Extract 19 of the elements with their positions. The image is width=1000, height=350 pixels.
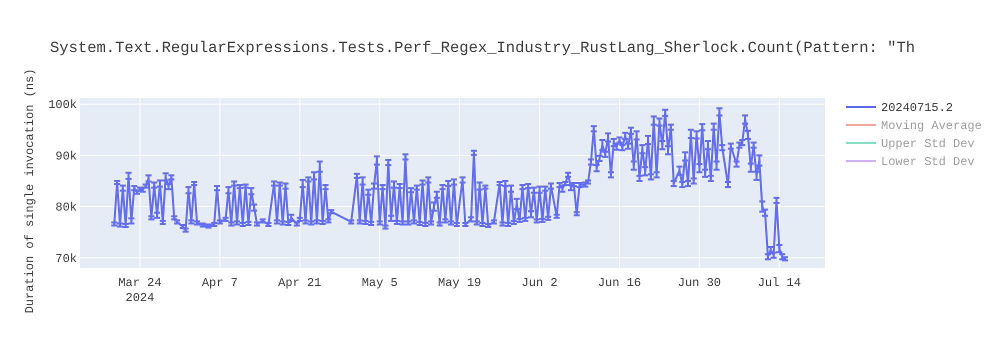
x-tick-label: Jun 16 bbox=[598, 276, 642, 290]
y-tick-label: 70k bbox=[55, 252, 77, 266]
legend-label: Upper Std Dev bbox=[881, 137, 975, 151]
x-tick-label: Apr 7 bbox=[202, 276, 238, 290]
x-tick-label: Jun 30 bbox=[678, 276, 722, 290]
y-tick-label: 80k bbox=[55, 200, 77, 215]
chart-title: System.Text.RegularExpressions.Tests.Perf_Regex_Industry_RustLang_Sherlock.Count(Pattern: "Th bbox=[50, 39, 916, 57]
legend-label: Lower Std Dev bbox=[881, 155, 975, 169]
y-tick-label: 90k bbox=[55, 149, 77, 164]
x-tick-label: Mar 24 2024 bbox=[118, 276, 162, 305]
y-tick-label: 100k bbox=[48, 98, 77, 112]
legend-label: 20240715.2 bbox=[881, 101, 954, 115]
x-tick-label: May 19 bbox=[438, 276, 482, 290]
y-axis-title: Duration of single invocation (ns) bbox=[23, 68, 37, 314]
x-tick-label: Jun 2 bbox=[522, 276, 558, 290]
x-tick-label: Apr 21 bbox=[278, 276, 322, 290]
legend-label: Moving Average bbox=[881, 119, 982, 133]
x-tick-label: Jul 14 bbox=[758, 276, 801, 290]
x-tick-label: May 5 bbox=[362, 276, 398, 290]
